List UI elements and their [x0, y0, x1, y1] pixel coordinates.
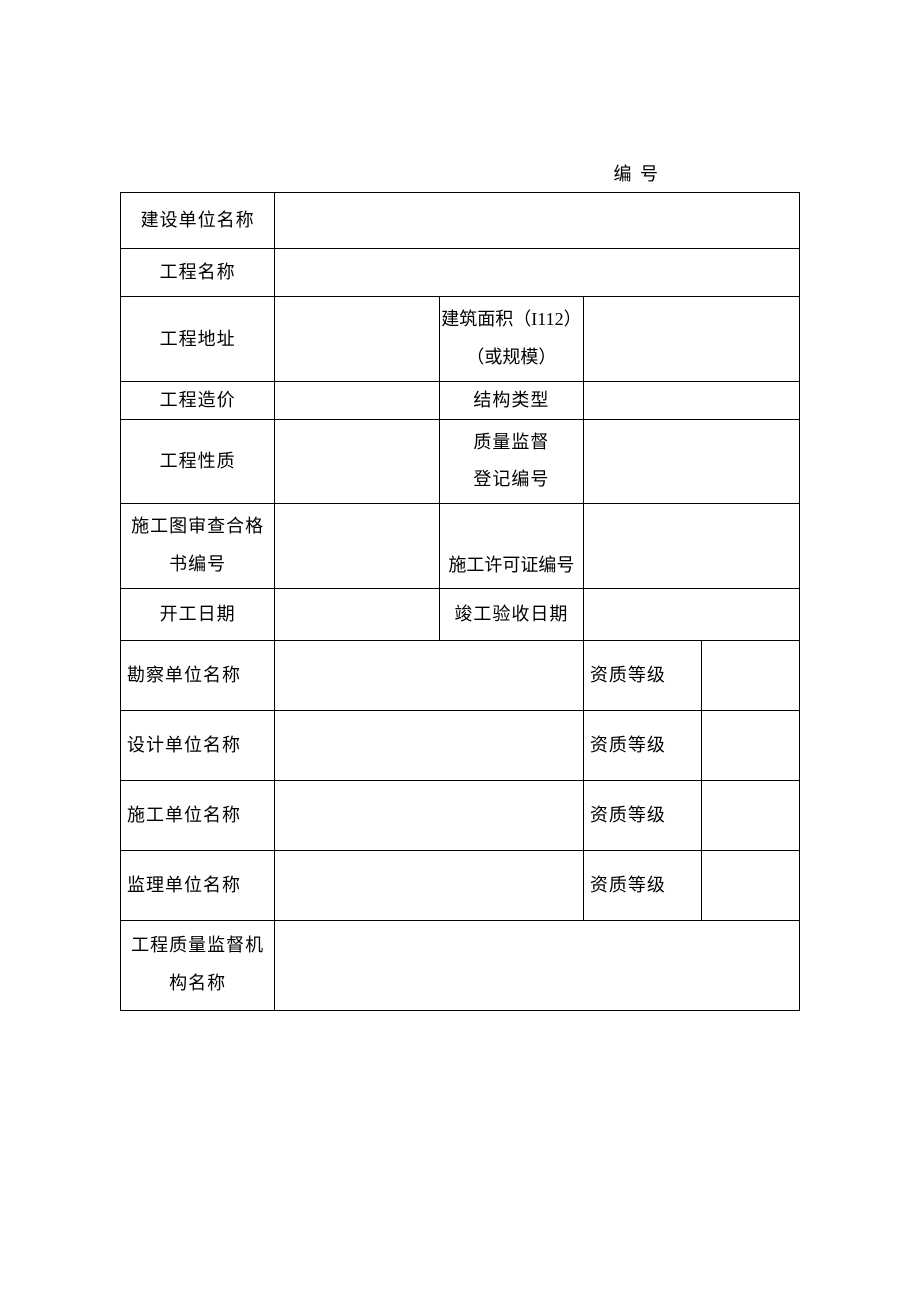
- cell-label: 开工日期: [121, 588, 275, 640]
- table-row: 施工单位名称 资质等级: [121, 780, 800, 850]
- table-row: 开工日期 竣工验收日期: [121, 588, 800, 640]
- cell-value: [702, 780, 800, 850]
- cell-value: [275, 780, 584, 850]
- cell-value: [275, 850, 584, 920]
- cell-value: [275, 504, 440, 589]
- cell-value: [702, 850, 800, 920]
- cell-label: 建筑面积（I112） （或规模）: [439, 297, 583, 382]
- table-row: 工程名称: [121, 249, 800, 297]
- table-row: 施工图审查合格 书编号 施工许可证编号: [121, 504, 800, 589]
- form-table: 建设单位名称 工程名称 工程地址 建筑面积（I112） （或规模） 工程造价 结…: [120, 192, 800, 1011]
- label-line: 构名称: [121, 965, 274, 1003]
- cell-label: 资质等级: [583, 850, 701, 920]
- label-line: 质量监督: [440, 424, 583, 462]
- document-page: 编 号 建设单位名称 工程名称 工程地址 建筑面积（I112） （或规模）: [0, 0, 920, 1011]
- cell-value: [275, 640, 584, 710]
- label-line: 工程质量监督机: [121, 927, 274, 965]
- cell-value: [275, 710, 584, 780]
- table-row: 工程性质 质量监督 登记编号: [121, 419, 800, 504]
- label-line: （或规模）: [440, 339, 583, 377]
- cell-value: [275, 920, 800, 1010]
- table-row: 工程地址 建筑面积（I112） （或规模）: [121, 297, 800, 382]
- cell-value: [702, 710, 800, 780]
- cell-value: [583, 588, 799, 640]
- table-row: 设计单位名称 资质等级: [121, 710, 800, 780]
- cell-label: 工程名称: [121, 249, 275, 297]
- cell-value: [275, 249, 800, 297]
- cell-label: 设计单位名称: [121, 710, 275, 780]
- cell-label: 勘察单位名称: [121, 640, 275, 710]
- cell-label: 监理单位名称: [121, 850, 275, 920]
- cell-label: 质量监督 登记编号: [439, 419, 583, 504]
- table-row: 工程造价 结构类型: [121, 381, 800, 419]
- cell-label: 资质等级: [583, 640, 701, 710]
- cell-label: 资质等级: [583, 710, 701, 780]
- label-line: 书编号: [121, 546, 274, 584]
- cell-value: [275, 381, 440, 419]
- cell-value: [583, 419, 799, 504]
- cell-label: 资质等级: [583, 780, 701, 850]
- cell-value: [583, 297, 799, 382]
- cell-label: 工程性质: [121, 419, 275, 504]
- table-row: 工程质量监督机 构名称: [121, 920, 800, 1010]
- table-row: 勘察单位名称 资质等级: [121, 640, 800, 710]
- cell-value: [702, 640, 800, 710]
- cell-label: 工程造价: [121, 381, 275, 419]
- cell-label: 建设单位名称: [121, 193, 275, 249]
- cell-value: [275, 419, 440, 504]
- cell-value: [275, 588, 440, 640]
- cell-label: 施工单位名称: [121, 780, 275, 850]
- cell-value: [583, 504, 799, 589]
- label-line: 登记编号: [440, 461, 583, 499]
- cell-label: 工程地址: [121, 297, 275, 382]
- cell-label: 工程质量监督机 构名称: [121, 920, 275, 1010]
- table-row: 监理单位名称 资质等级: [121, 850, 800, 920]
- table-row: 建设单位名称: [121, 193, 800, 249]
- label-line: 施工图审查合格: [121, 508, 274, 546]
- number-label: 编 号: [120, 160, 800, 186]
- cell-label: 施工图审查合格 书编号: [121, 504, 275, 589]
- cell-label: 施工许可证编号: [439, 504, 583, 589]
- label-line: 建筑面积（I112）: [440, 301, 583, 339]
- cell-label: 结构类型: [439, 381, 583, 419]
- cell-label: 竣工验收日期: [439, 588, 583, 640]
- cell-value: [275, 297, 440, 382]
- cell-value: [583, 381, 799, 419]
- cell-value: [275, 193, 800, 249]
